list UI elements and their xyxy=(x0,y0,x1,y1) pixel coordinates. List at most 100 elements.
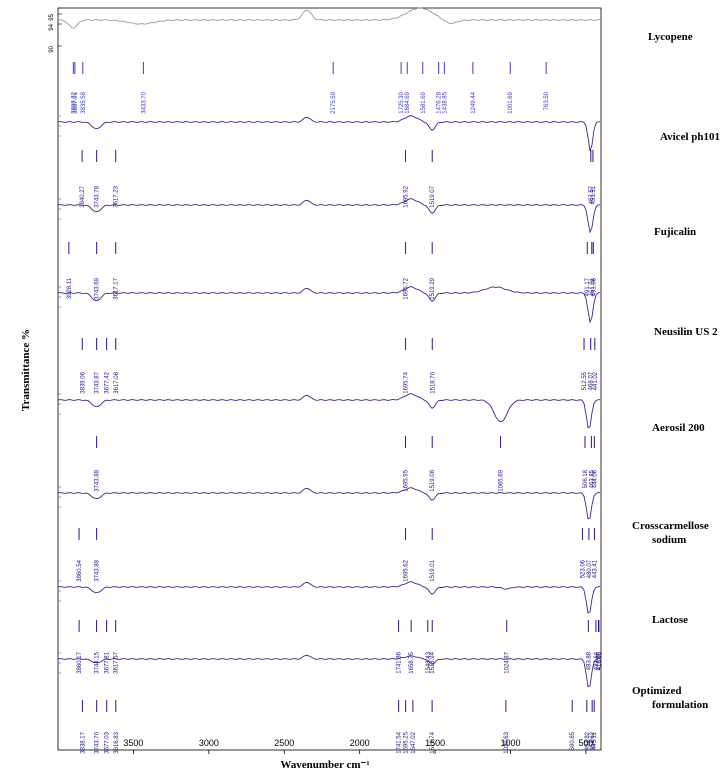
peak-label: 491.17 xyxy=(585,277,591,296)
peak-label: 1658.75 xyxy=(409,651,415,673)
peak-label: 3743.70 xyxy=(95,731,101,753)
peak-label: 1024.97 xyxy=(505,651,511,673)
peak-label: 1249.44 xyxy=(471,91,477,113)
peak-label: 3840.27 xyxy=(80,185,86,207)
peak-label: 3744.15 xyxy=(95,651,101,673)
peak-label: 3860.54 xyxy=(77,559,83,581)
peak-label: 453.51 xyxy=(591,185,597,204)
x-axis-label: Wavenumber cm⁻¹ xyxy=(280,759,369,771)
peak-label: 480.07 xyxy=(587,559,593,578)
series-label: Optimized xyxy=(632,685,682,697)
peak-label: 1476.28 xyxy=(437,91,443,113)
series-label: Lactose xyxy=(652,614,688,626)
peak-label: 1741.54 xyxy=(397,731,403,753)
peak-label: 3743.88 xyxy=(95,559,101,581)
peak-label: 1438.85 xyxy=(442,91,448,113)
peak-label: 433.64 xyxy=(594,651,600,670)
x-tick-label: 1500 xyxy=(425,738,445,748)
peak-label: 3838.17 xyxy=(80,731,86,753)
x-tick-label: 2000 xyxy=(350,738,370,748)
peak-label: 3743.69 xyxy=(95,277,101,299)
peak-label: 3835.58 xyxy=(81,91,87,113)
spectrum-line xyxy=(57,198,601,234)
series-label: Lycopene xyxy=(648,31,693,43)
x-tick-label: 3000 xyxy=(199,738,219,748)
peak-label: 3743.87 xyxy=(95,371,101,393)
y-tick-label: 90 xyxy=(49,45,55,52)
peak-label: 468.07 xyxy=(589,371,595,390)
peak-label: 3617.17 xyxy=(114,277,120,299)
peak-label: 1518.94 xyxy=(430,651,436,673)
peak-label: 1725.30 xyxy=(399,91,405,113)
peak-label: 1518.70 xyxy=(430,371,436,393)
peak-label: 441.02 xyxy=(593,371,599,390)
peak-label: 3860.17 xyxy=(77,651,83,673)
peak-label: 467.57 xyxy=(589,185,595,204)
peak-label: 1695.25 xyxy=(404,731,410,753)
series-label: formulation xyxy=(652,699,708,711)
x-tick-label: 1000 xyxy=(500,738,520,748)
spectrum-line xyxy=(57,393,600,429)
peak-label: 3839.06 xyxy=(80,371,86,393)
peak-label: 416.88 xyxy=(597,651,603,670)
peak-label: 461.01 xyxy=(590,277,596,296)
peak-label: 458.62 xyxy=(590,731,596,750)
peak-label: 1741.86 xyxy=(397,651,403,673)
peak-label: 506.18 xyxy=(583,469,589,488)
spectrum-line xyxy=(57,654,600,688)
peak-label: 3616.83 xyxy=(114,731,120,753)
peak-label: 451.06 xyxy=(591,277,597,296)
peak-label: 3743.88 xyxy=(95,469,101,491)
spectrum-line xyxy=(57,487,600,520)
peak-label: 1695.74 xyxy=(404,371,410,393)
peak-label: 1695.95 xyxy=(404,469,410,491)
spectrum-line xyxy=(57,581,600,614)
peak-label: 3928.11 xyxy=(67,277,73,299)
y-tick-label: 94 xyxy=(49,23,55,30)
peak-label: 1001.69 xyxy=(508,91,514,113)
x-tick-label: 2500 xyxy=(274,738,294,748)
peak-label: 523.06 xyxy=(580,559,586,578)
peak-label: 3677.81 xyxy=(105,651,111,673)
peak-label: 463.85 xyxy=(589,469,595,488)
series-label: Neusilin US 2 xyxy=(654,326,718,338)
y-tick-label: 95 xyxy=(49,13,55,20)
peak-label: 1695.62 xyxy=(404,559,410,581)
peak-label: 3677.42 xyxy=(105,371,111,393)
peak-label: 1647.02 xyxy=(411,731,417,753)
plot-frame xyxy=(57,7,602,751)
peak-label: 3617.23 xyxy=(114,185,120,207)
series-label: Crosscarmellose xyxy=(632,520,709,532)
spectrum-line xyxy=(57,7,600,29)
peak-label: 1695.72 xyxy=(404,277,410,299)
peak-label: 1684.69 xyxy=(405,91,411,113)
peak-label: 3433.70 xyxy=(141,91,147,113)
spectrum-line xyxy=(57,286,601,324)
peak-label: 1519.01 xyxy=(430,559,436,581)
series-label: Aerosil 200 xyxy=(652,422,705,434)
peak-label: 2175.59 xyxy=(331,91,337,113)
peak-label: 3617.57 xyxy=(114,651,120,673)
peak-label: 1519.74 xyxy=(430,731,436,753)
peak-label: 1695.92 xyxy=(404,185,410,207)
x-tick-label: 500 xyxy=(578,738,593,748)
peak-label: 493.82 xyxy=(585,731,591,750)
peak-label: 1548.43 xyxy=(426,651,432,673)
peak-label: 512.55 xyxy=(582,371,588,390)
spectrum-line xyxy=(57,115,601,152)
peak-label: 3677.03 xyxy=(105,731,111,753)
peak-label: 3617.08 xyxy=(114,371,120,393)
peak-label: 1030.63 xyxy=(504,731,510,753)
peak-label: 1065.69 xyxy=(499,469,505,491)
series-label: Avicel ph101 xyxy=(660,131,720,143)
peak-label: 1519.29 xyxy=(430,277,436,299)
peak-label: 483.88 xyxy=(586,651,592,670)
peak-label: 1581.69 xyxy=(421,91,427,113)
peak-label: 590.85 xyxy=(570,731,576,750)
peak-label: 1519.07 xyxy=(430,185,436,207)
peak-label: 763.50 xyxy=(544,91,550,110)
peak-label: 443.41 xyxy=(593,559,599,578)
series-label: sodium xyxy=(652,534,686,546)
y-axis-label: Transmittance % xyxy=(20,329,32,411)
